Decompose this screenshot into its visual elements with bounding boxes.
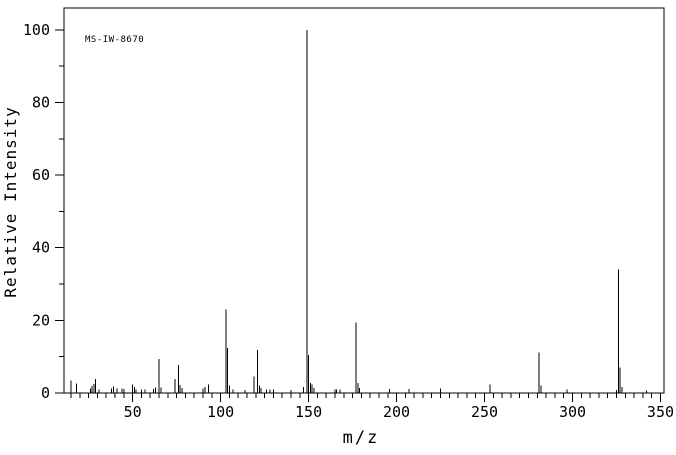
y-tick-label: 100: [23, 21, 50, 39]
spectrum-id-annotation: MS-IW-8670: [85, 35, 144, 45]
y-tick-label: 40: [32, 239, 50, 257]
y-tick-label: 0: [41, 384, 50, 402]
x-tick-label: 200: [383, 403, 410, 421]
y-axis-title: Relative Intensity: [1, 106, 20, 297]
x-tick-label: 50: [124, 403, 142, 421]
y-tick-label: 80: [32, 93, 50, 111]
plot-frame: [63, 7, 665, 394]
x-axis-title: m/z: [343, 428, 380, 448]
x-tick-label: 350: [647, 403, 674, 421]
x-tick-label: 150: [295, 403, 322, 421]
x-tick-label: 100: [207, 403, 234, 421]
x-tick-label: 300: [559, 403, 586, 421]
peaks-layer: [70, 29, 647, 393]
axes-layer: 50 100 150 200 250 300 350 0 20 40 60 80 100: [23, 7, 674, 421]
y-tick-label: 60: [32, 166, 50, 184]
x-tick-label: 250: [471, 403, 498, 421]
y-tick-label: 20: [32, 311, 50, 329]
